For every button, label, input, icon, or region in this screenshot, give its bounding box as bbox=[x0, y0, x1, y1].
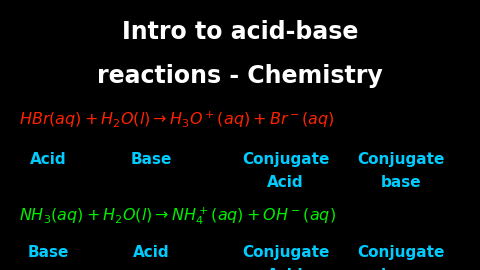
Text: base: base bbox=[381, 175, 421, 190]
Text: Acid: Acid bbox=[267, 175, 304, 190]
Text: Conjugate: Conjugate bbox=[357, 152, 444, 167]
Text: Conjugate: Conjugate bbox=[242, 152, 329, 167]
Text: Base: Base bbox=[131, 152, 172, 167]
Text: reactions - Chemistry: reactions - Chemistry bbox=[97, 64, 383, 87]
Text: Base: Base bbox=[27, 245, 69, 260]
Text: Acid: Acid bbox=[267, 268, 304, 270]
Text: $HBr(aq) + H_2O(l) \rightarrow H_3O^+(aq) + Br^-(aq)$: $HBr(aq) + H_2O(l) \rightarrow H_3O^+(aq… bbox=[19, 110, 335, 130]
Text: Acid: Acid bbox=[133, 245, 169, 260]
Text: Conjugate: Conjugate bbox=[242, 245, 329, 260]
Text: base: base bbox=[381, 268, 421, 270]
Text: Conjugate: Conjugate bbox=[357, 245, 444, 260]
Text: Acid: Acid bbox=[30, 152, 66, 167]
Text: Intro to acid-base: Intro to acid-base bbox=[122, 21, 358, 44]
Text: $NH_3(aq) + H_2O(l) \rightarrow NH_4^+(aq) + OH^-(aq)$: $NH_3(aq) + H_2O(l) \rightarrow NH_4^+(a… bbox=[19, 205, 336, 227]
